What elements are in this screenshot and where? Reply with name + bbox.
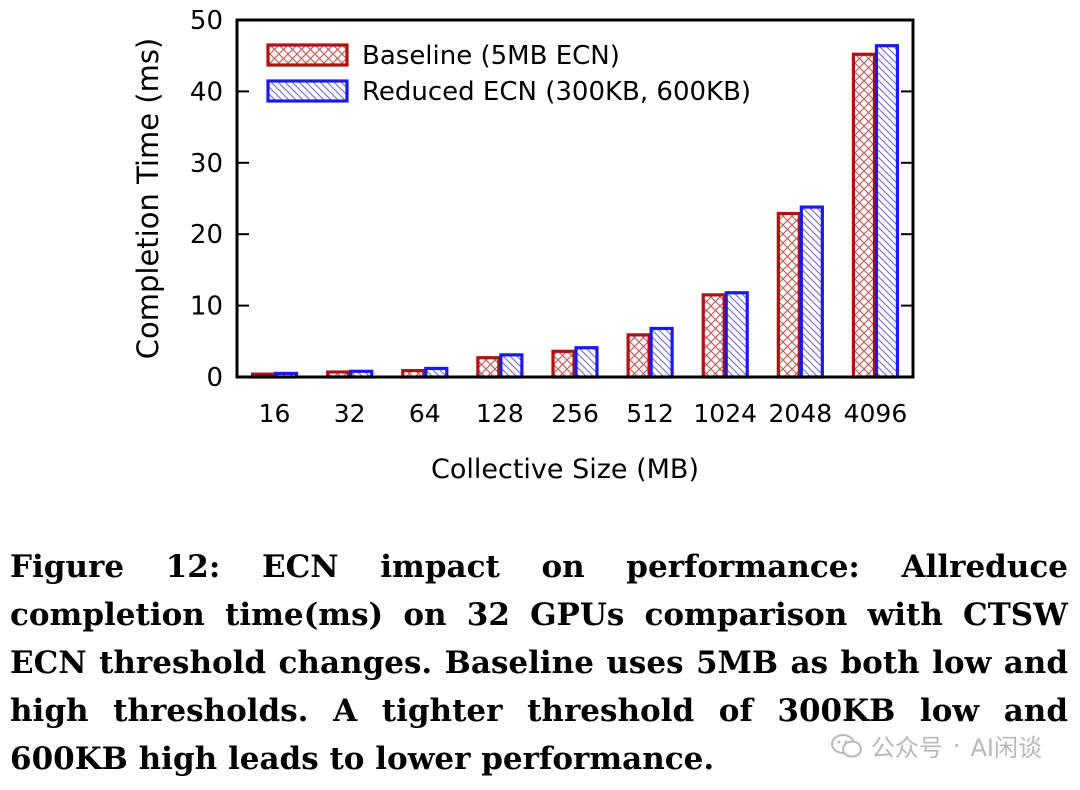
bar-reduced-ecn-256 [574,346,599,379]
legend-label-baseline: Baseline (5MB ECN) [362,41,620,71]
x-tick-label: 128 [476,399,524,428]
bar-baseline-128 [476,356,501,379]
x-tick-label: 32 [334,399,366,428]
x-tick-label: 64 [409,399,441,428]
legend: Baseline (5MB ECN) Reduced ECN (300KB, 60… [266,41,751,107]
y-tick-label: 40 [190,77,223,107]
y-tick-label: 30 [190,149,223,179]
bars-layer [250,44,900,379]
y-tick-label: 20 [190,220,223,250]
legend-swatch-baseline [266,43,349,67]
watermark-name: AI闲谈 [970,734,1043,762]
y-tick-label: 50 [190,6,223,36]
x-tick-label: 4096 [844,399,908,428]
y-tick-label: 10 [190,292,223,322]
wechat-icon [830,733,862,757]
bar-baseline-2048 [776,211,801,379]
bar-baseline-512 [626,333,651,379]
y-axis-label: Completion Time (ms) [131,38,165,360]
legend-label-reduced-ecn: Reduced ECN (300KB, 600KB) [362,77,751,107]
watermark: 公众号 · AI闲谈 [830,728,1043,763]
x-tick-label: 16 [259,399,291,428]
bar-baseline-4096 [851,52,877,379]
bar-baseline-256 [551,349,576,379]
x-tick-label: 2048 [769,399,833,428]
y-axis: 0 10 20 30 40 50 [190,6,913,393]
bar-reduced-ecn-2048 [799,205,824,379]
bar-reduced-ecn-1024 [724,291,749,379]
x-axis-label: Collective Size (MB) [431,454,699,485]
y-tick-label: 0 [206,363,223,393]
legend-swatch-reduced-ecn [266,79,349,103]
watermark-source: 公众号 [870,734,943,762]
bar-baseline-1024 [701,293,726,379]
bar-reduced-ecn-4096 [874,44,900,379]
x-axis: 16 32 64 128 256 512 1024 2048 4096 [259,399,908,428]
figure-caption: Figure 12: ECN impact on performance: Al… [10,549,1068,777]
plot-frame [235,18,915,379]
bar-reduced-ecn-512 [649,326,674,379]
watermark-separator: · [952,731,961,760]
x-tick-label: 1024 [693,399,757,428]
bar-reduced-ecn-128 [499,353,524,379]
x-tick-label: 256 [551,399,599,428]
x-tick-label: 512 [626,399,674,428]
